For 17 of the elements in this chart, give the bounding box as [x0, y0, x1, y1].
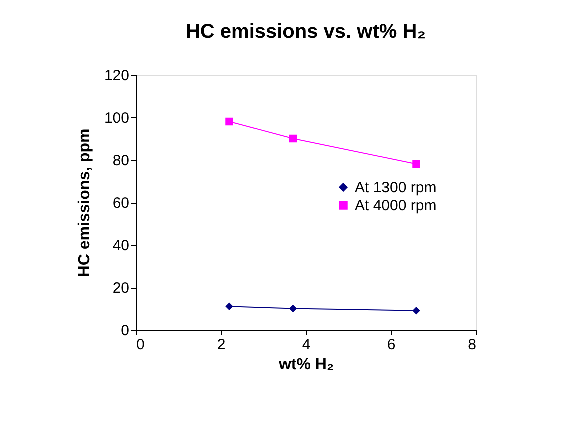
x-tick-label: 0 [136, 336, 145, 354]
y-tick-label: 60 [112, 195, 130, 212]
x-tick-label: 8 [468, 336, 476, 354]
chart-title: HC emissions vs. wt% H₂ [186, 21, 426, 43]
y-tick-label: 20 [112, 280, 130, 297]
legend-label: At 4000 rpm [355, 198, 437, 214]
y-tick-label: 80 [112, 152, 130, 170]
y-axis-title: HC emissions, ppm [76, 128, 94, 278]
y-tick-label: 0 [121, 322, 130, 340]
x-tick-label: 2 [217, 336, 226, 354]
y-tick-label: 100 [104, 110, 130, 127]
legend-label: At 1300 rpm [355, 180, 437, 196]
x-tick-label: 6 [387, 336, 396, 354]
x-tick-label: 4 [302, 336, 311, 354]
y-tick-label: 120 [104, 68, 130, 84]
y-tick-label: 40 [112, 238, 130, 254]
x-axis-title: wt% H₂ [278, 356, 334, 374]
